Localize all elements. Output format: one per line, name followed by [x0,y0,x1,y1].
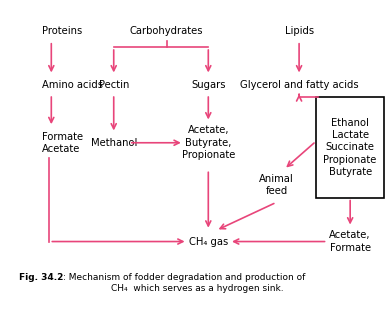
Text: Sugars: Sugars [191,80,225,90]
Text: Formate
Acetate: Formate Acetate [42,132,83,154]
Bar [316,97,384,198]
Text: Ethanol
Lactate
Succinate
Propionate
Butyrate: Ethanol Lactate Succinate Propionate But… [323,118,377,177]
Text: Animal
feed: Animal feed [259,174,294,196]
Text: Acetate,
Butyrate,
Propionate: Acetate, Butyrate, Propionate [182,125,235,160]
Text: Glycerol and fatty acids: Glycerol and fatty acids [240,80,358,90]
Text: Fig. 34.2: Fig. 34.2 [19,273,67,282]
Text: Acetate,
Formate: Acetate, Formate [330,230,371,253]
Text: : Mechanism of fodder degradation and production of: : Mechanism of fodder degradation and pr… [63,273,305,282]
Text: Lipids: Lipids [285,27,314,36]
Text: CH₄  which serves as a hydrogen sink.: CH₄ which serves as a hydrogen sink. [111,284,283,293]
Text: Carbohydrates: Carbohydrates [130,27,204,36]
Text: Methanol: Methanol [90,138,137,148]
Text: Amino acids: Amino acids [42,80,103,90]
Text: Proteins: Proteins [42,27,82,36]
Text: Pectin: Pectin [99,80,129,90]
Text: CH₄ gas: CH₄ gas [189,236,228,246]
